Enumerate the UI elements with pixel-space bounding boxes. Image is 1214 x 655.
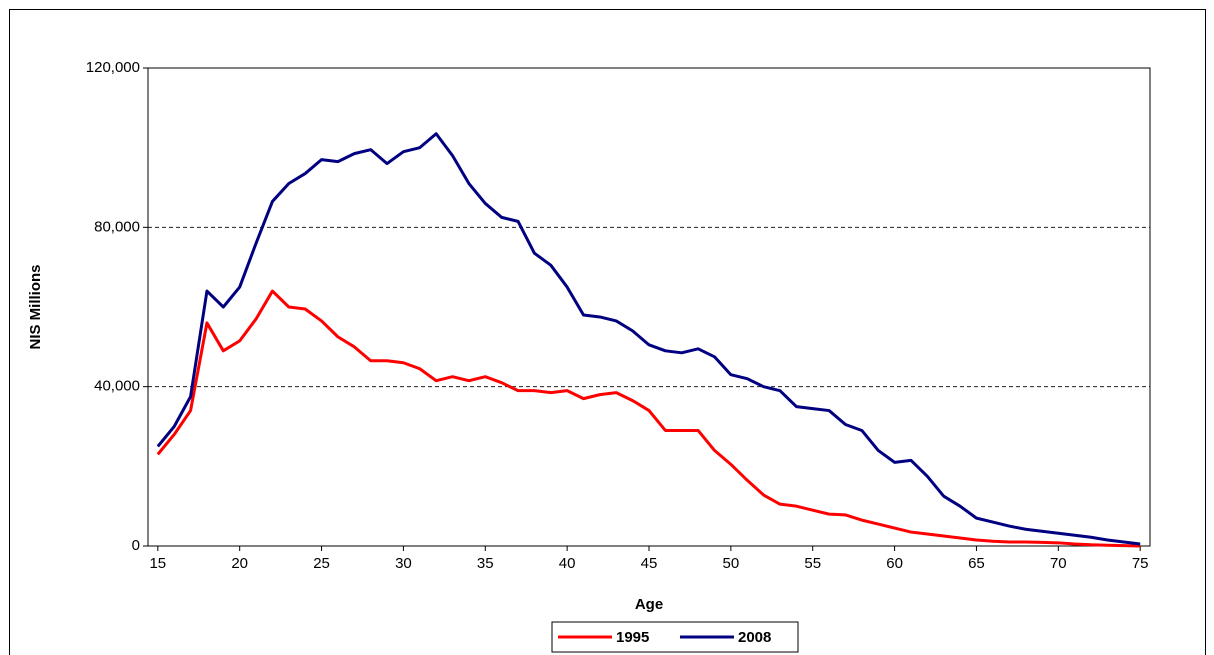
- legend-label: 1995: [616, 629, 649, 646]
- x-tick-label: 30: [395, 555, 412, 572]
- x-tick-label: 35: [477, 555, 494, 572]
- x-tick-label: 15: [149, 555, 166, 572]
- x-tick-label: 75: [1132, 555, 1149, 572]
- y-tick-label: 80,000: [94, 218, 140, 235]
- x-axis-title: Age: [635, 596, 663, 613]
- x-tick-label: 45: [641, 555, 658, 572]
- x-tick-label: 40: [559, 555, 576, 572]
- y-tick-label: 40,000: [94, 378, 140, 395]
- legend-label: 2008: [738, 629, 771, 646]
- plot-area: [147, 67, 1151, 547]
- series-line: [156, 289, 1141, 548]
- chart-frame: [9, 9, 1206, 655]
- series-line: [156, 132, 1141, 546]
- y-tick-label: 120,000: [86, 59, 140, 76]
- x-tick-label: 25: [313, 555, 330, 572]
- x-tick-label: 70: [1050, 555, 1067, 572]
- x-tick-label: 20: [231, 555, 248, 572]
- x-tick-label: 55: [804, 555, 821, 572]
- x-tick-label: 60: [886, 555, 903, 572]
- x-tick-label: 50: [723, 555, 740, 572]
- y-tick-label: 0: [132, 537, 140, 554]
- x-tick-label: 65: [968, 555, 985, 572]
- y-axis-title: NIS Millions: [27, 264, 44, 349]
